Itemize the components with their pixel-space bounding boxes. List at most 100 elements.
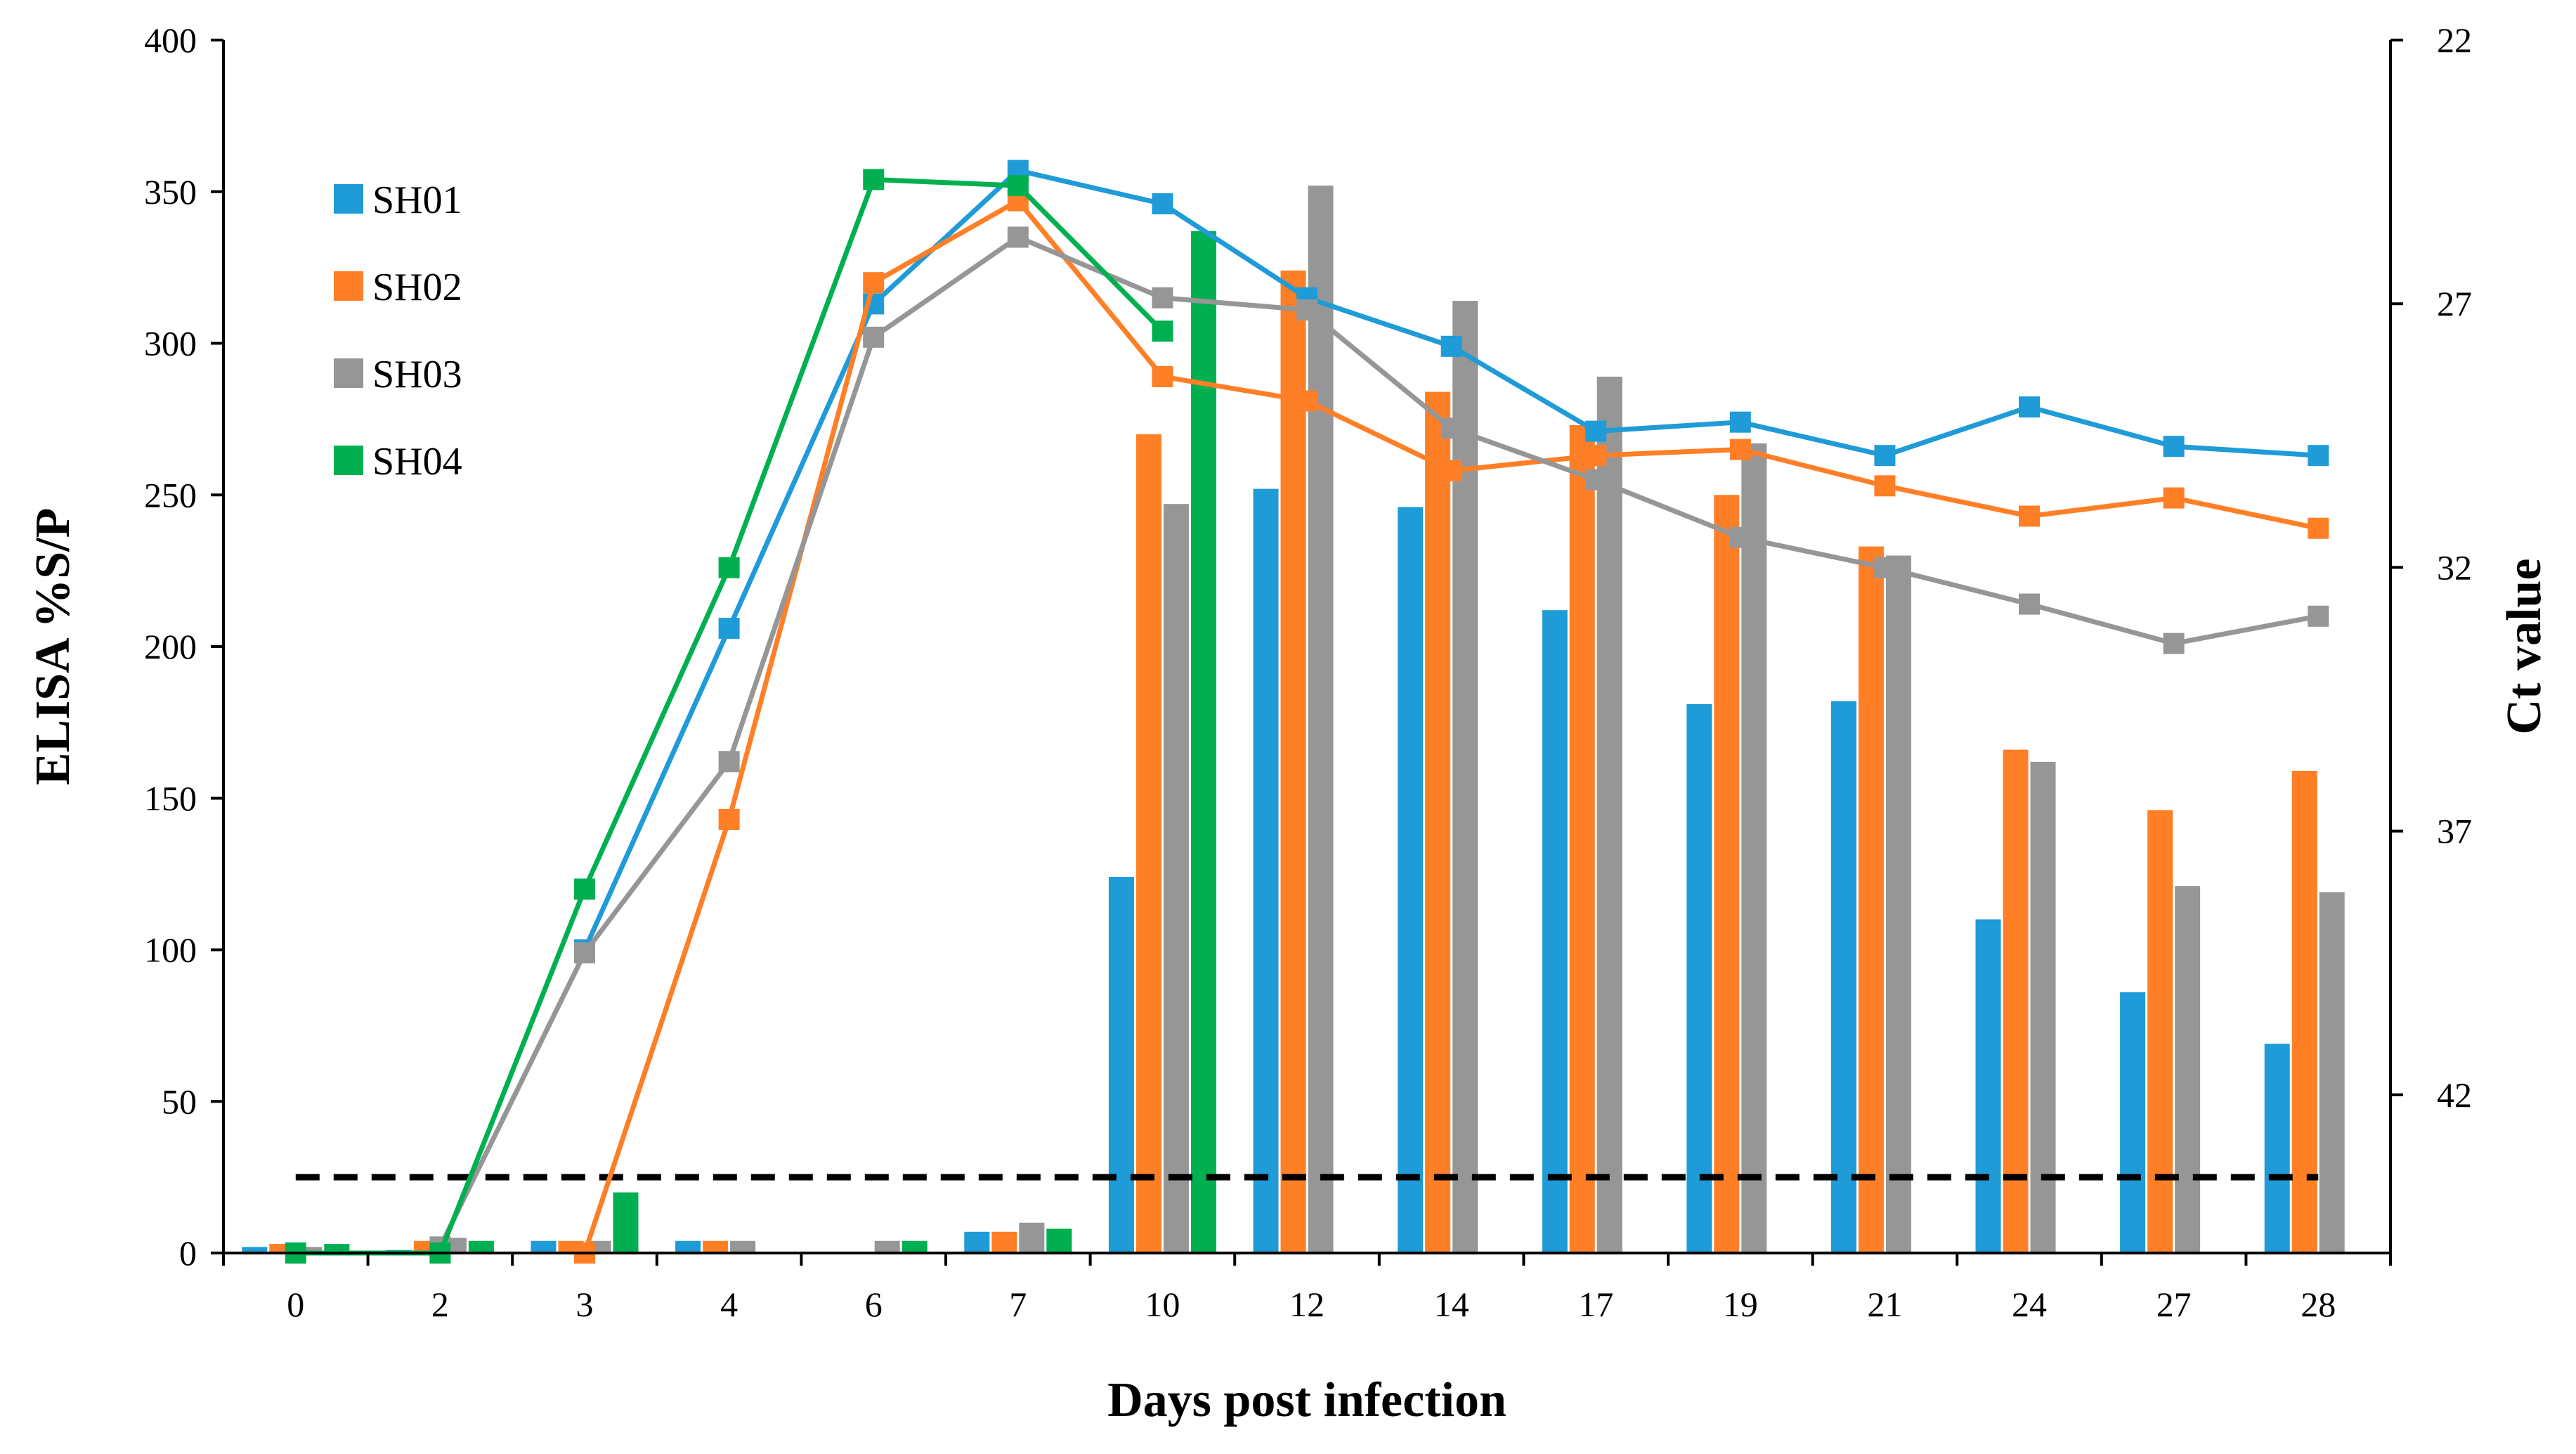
bar-sh02-day-12 [1280,270,1306,1254]
legend-label-sh04: SH04 [372,440,462,483]
legend-label-sh03: SH03 [372,353,462,396]
bar-sh01-day-19 [1686,703,1712,1253]
marker-sh04-day-10 [1152,320,1173,342]
marker-sh03-day-12 [1296,299,1318,321]
bar-sh03-day-4 [730,1240,756,1253]
marker-sh03-day-3 [574,942,595,963]
marker-sh03-day-19 [1729,526,1751,548]
bar-sh03-day-24 [2030,761,2056,1253]
x-tick-label: 0 [287,1285,304,1324]
y-tick-label-left: 50 [162,1082,197,1121]
x-tick-label: 4 [720,1285,738,1324]
bar-sh03-day-28 [2319,892,2345,1253]
marker-sh04-day-4 [718,557,740,578]
marker-sh04-day-6 [863,169,885,190]
marker-sh03-day-24 [2019,593,2040,615]
y-tick-label-right: 32 [2437,547,2472,587]
y-tick-label-right: 22 [2437,20,2472,60]
y-tick-label-left: 150 [144,779,197,818]
marker-sh03-day-6 [863,326,885,348]
x-tick-label: 21 [1867,1285,1902,1324]
line-sh02 [582,198,2319,1254]
bar-sh01-day-28 [2264,1044,2290,1253]
marker-sh01-day-19 [1729,411,1751,433]
ticks-layer: 0 50 100 150 200 250 300 350 400 22 27 32 37 42 0 2 3 4 6 7… [144,20,2472,1324]
y-tick-label-left: 400 [144,20,197,60]
marker-sh02-day-6 [863,272,885,294]
marker-sh01-day-27 [2163,436,2185,457]
bar-sh02-day-7 [991,1231,1017,1253]
legend-label-sh01: SH01 [372,178,462,222]
y-tick-label-left: 0 [179,1233,197,1273]
y-tick-label-right: 42 [2437,1075,2472,1115]
bar-sh03-day-17 [1596,376,1622,1253]
bar-sh01-day-7 [964,1231,990,1253]
bar-sh03-day-27 [2175,885,2201,1253]
bar-sh04-day-10 [1190,231,1216,1254]
x-tick-label: 28 [2301,1285,2336,1324]
bar-sh02-day-27 [2147,810,2173,1253]
bar-sh01-day-4 [675,1240,701,1253]
marker-sh02-day-21 [1874,475,1896,497]
bar-sh03-day-21 [1885,555,1911,1253]
legend-layer: SH01 SH02 SH03 SH04 [334,178,462,483]
y-tick-label-right: 27 [2437,284,2472,323]
x-tick-label: 17 [1578,1285,1613,1324]
marker-sh01-day-21 [1874,445,1896,467]
bar-sh02-day-14 [1425,391,1451,1253]
bar-sh02-day-4 [703,1240,729,1253]
x-tick-label: 19 [1723,1285,1758,1324]
bar-sh02-day-24 [2003,749,2029,1253]
marker-sh02-day-10 [1152,365,1173,387]
axes-layer [222,40,2392,1254]
legend-swatch-sh02 [334,271,363,301]
y-tick-label-left: 300 [144,324,197,363]
bar-sh02-day-19 [1714,495,1740,1253]
marker-sh03-day-7 [1007,226,1029,248]
y-tick-label-right: 37 [2437,812,2472,851]
bar-sh02-day-17 [1569,425,1595,1253]
x-tick-label: 3 [576,1285,594,1324]
marker-sh01-day-4 [718,618,740,640]
legend-swatch-sh03 [334,358,363,388]
legend-swatch-sh01 [334,184,363,214]
marker-sh01-day-10 [1152,193,1173,215]
bar-sh04-day-2 [468,1240,494,1253]
marker-sh01-day-17 [1585,420,1607,442]
bars-layer [242,186,2345,1254]
bar-sh02-day-28 [2291,770,2317,1253]
bar-sh01-day-0 [242,1247,268,1253]
x-tick-label: 7 [1009,1285,1027,1324]
bar-sh03-day-19 [1741,443,1767,1253]
marker-sh02-day-4 [718,808,740,830]
marker-sh03-day-27 [2163,632,2185,654]
x-tick-label: 27 [2157,1285,2192,1324]
bar-sh03-day-10 [1163,504,1189,1253]
bar-sh03-day-12 [1308,186,1334,1253]
marker-sh03-day-4 [718,751,740,772]
marker-sh02-day-14 [1440,460,1462,481]
marker-sh03-day-14 [1440,417,1462,439]
x-tick-label: 24 [2012,1285,2047,1324]
marker-sh04-day-7 [1007,175,1029,197]
bar-sh01-day-17 [1542,610,1568,1253]
bar-sh03-day-7 [1019,1222,1045,1253]
x-tick-label: 6 [865,1285,883,1324]
marker-sh02-day-27 [2163,487,2185,509]
bar-sh01-day-12 [1253,488,1279,1253]
bar-sh02-day-10 [1136,434,1162,1254]
line-sh01 [582,168,2319,951]
bar-sh01-day-10 [1108,876,1134,1253]
line-sh03 [438,234,2319,1248]
marker-sh02-day-17 [1585,445,1607,467]
marker-sh02-day-19 [1729,439,1751,460]
marker-sh02-day-12 [1296,390,1318,412]
y-tick-label-left: 100 [144,930,197,970]
marker-sh03-day-21 [1874,557,1896,578]
legend-swatch-sh04 [334,446,363,475]
bar-sh04-day-7 [1046,1228,1072,1253]
x-axis-title: Days post infection [1107,1373,1507,1427]
line-sh04 [295,176,1164,1256]
x-tick-label: 10 [1145,1285,1180,1324]
